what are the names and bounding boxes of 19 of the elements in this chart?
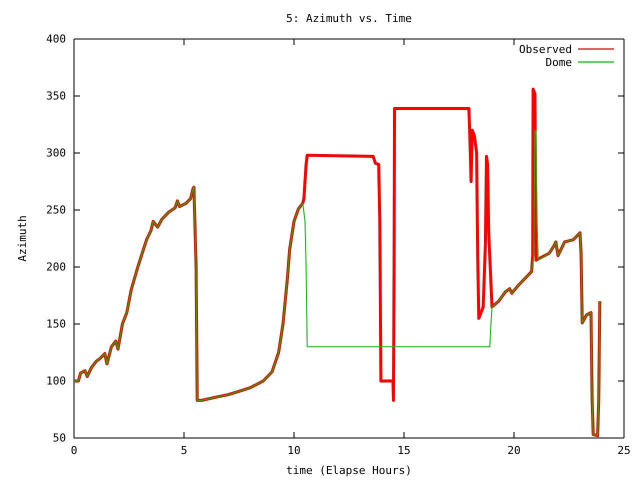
x-tick-label: 10	[287, 444, 301, 457]
chart-title: 5: Azimuth vs. Time	[286, 12, 412, 25]
x-tick-label: 0	[70, 444, 78, 457]
y-axis-title: Azimuth	[16, 215, 29, 262]
y-tick-label: 150	[46, 318, 66, 331]
legend-label: Observed	[519, 43, 572, 56]
y-tick-label: 350	[46, 90, 66, 103]
y-tick-label: 100	[46, 374, 66, 388]
x-axis-title: time (Elapse Hours)	[286, 464, 412, 477]
y-tick-label: 400	[46, 32, 66, 46]
y-tick-label: 200	[46, 260, 66, 274]
x-tick-label: 5	[180, 444, 188, 457]
y-tick-label: 300	[46, 146, 66, 160]
y-tick-label: 250	[46, 204, 66, 217]
legend-label: Dome	[546, 56, 572, 69]
y-tick-label: 50	[52, 432, 66, 445]
x-tick-label: 25	[617, 444, 631, 457]
x-tick-label: 20	[507, 444, 521, 457]
x-tick-label: 15	[397, 444, 411, 457]
